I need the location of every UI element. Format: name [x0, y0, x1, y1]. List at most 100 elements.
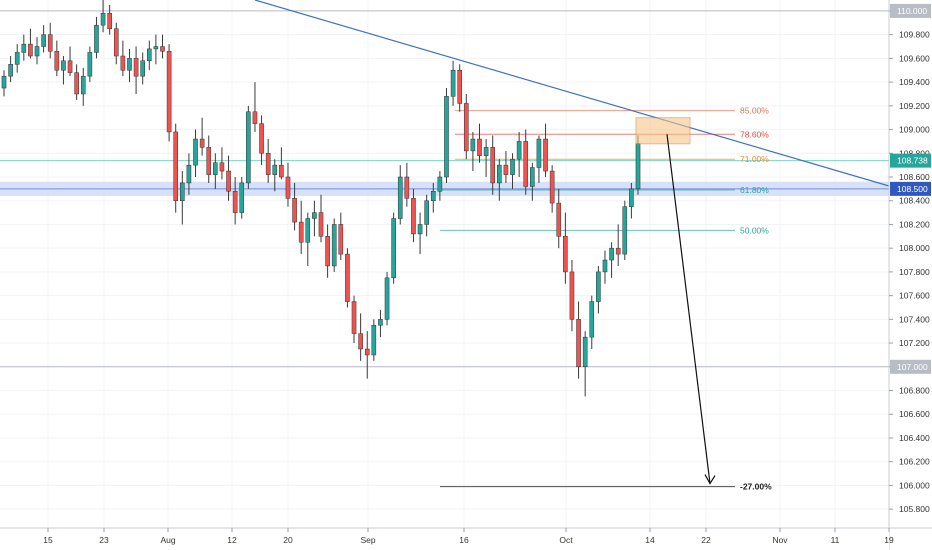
candle-body	[113, 28, 119, 57]
candle-body	[622, 206, 628, 255]
level-badge-1085: 108.500	[897, 184, 928, 194]
candle-body	[364, 348, 370, 356]
trendline	[254, 0, 890, 187]
candle-body	[285, 176, 291, 199]
y-tick-label: 106.400	[899, 433, 930, 443]
candle-body	[371, 325, 377, 356]
fib-label: 71.00%	[740, 154, 769, 164]
level-badge-1085-bg	[890, 181, 931, 196]
x-tick-label: Aug	[160, 535, 175, 545]
fib-label: 50.00%	[740, 225, 769, 235]
fib-label: 78.60%	[740, 129, 769, 139]
y-tick-label: 107.800	[899, 267, 930, 277]
arrow-shaft	[666, 134, 711, 484]
fib-retracement: 85.00% 78.60% 71.00% 61.80% 50.00% -27.00%	[440, 106, 772, 492]
candle-body	[199, 138, 205, 148]
candle-body	[160, 46, 165, 52]
candle-body	[1, 75, 7, 89]
candle-body	[206, 147, 212, 175]
candle-body	[523, 141, 529, 187]
candle-body	[120, 55, 126, 71]
x-tick-label: Nov	[772, 535, 788, 545]
y-tick-label: 106.200	[899, 457, 930, 467]
candle-body	[87, 52, 93, 77]
grid	[0, 0, 890, 528]
candle-body	[391, 218, 396, 279]
level-badge-110: 110.000	[897, 6, 927, 16]
candle-body	[153, 46, 159, 50]
candle-body	[325, 236, 330, 267]
y-tick-label: 108.000	[899, 243, 930, 253]
candle-body	[127, 58, 132, 71]
candle-body	[8, 64, 13, 77]
candle-body	[279, 164, 284, 178]
candle-body	[28, 43, 33, 57]
price-axis[interactable]: 110.000 109.800 109.600 109.400 109.200 109.0…	[888, 0, 932, 550]
candle-body	[384, 277, 390, 320]
y-tick-label: 109.800	[899, 30, 930, 40]
y-tick-label: 107.200	[899, 338, 930, 348]
y-tick-label: 109.000	[899, 125, 930, 135]
level-badge-110-bg	[890, 3, 931, 18]
y-tick-label: 109.600	[899, 53, 930, 63]
candle-body	[397, 176, 403, 219]
candle-body	[318, 212, 324, 237]
x-tick-label: 20	[283, 535, 293, 545]
x-tick-label: 22	[701, 535, 711, 545]
level-badge-107: 107.000	[897, 362, 928, 372]
candle-body	[483, 147, 489, 156]
candle-body	[226, 170, 231, 192]
fib-label: 85.00%	[740, 106, 769, 116]
candle-body	[450, 69, 456, 97]
y-tick-label: 108.200	[899, 219, 930, 229]
target-box	[635, 117, 691, 145]
y-tick-label: 109.400	[899, 77, 930, 87]
candle-body	[74, 72, 79, 95]
candle-body	[563, 236, 568, 273]
candle-body	[133, 58, 139, 77]
candle-body	[510, 158, 515, 175]
candle-body	[54, 51, 60, 71]
y-tick-label: 106.000	[899, 480, 930, 490]
candle-body	[615, 247, 621, 255]
y-tick-label: 106.800	[899, 386, 930, 396]
x-tick-label: 12	[227, 535, 237, 545]
candle-body	[14, 52, 20, 65]
candle-body	[503, 164, 509, 175]
candle-body	[338, 224, 344, 255]
candle-body	[477, 138, 482, 156]
level-badge-107-bg	[890, 359, 931, 374]
x-tick-label: 16	[459, 535, 469, 545]
candle-body	[490, 147, 496, 184]
x-tick-label: 23	[99, 535, 109, 545]
candle-body	[378, 319, 383, 326]
candle-body	[331, 224, 337, 267]
candle-body	[100, 13, 106, 26]
candle-body	[635, 143, 641, 190]
candle-body	[61, 60, 66, 71]
candle-body	[424, 200, 429, 225]
candle-body	[298, 221, 304, 243]
candle-body	[146, 48, 152, 62]
candle-body	[596, 271, 601, 302]
candle-body	[47, 34, 53, 52]
y-tick-label: 105.800	[899, 504, 930, 514]
candle-body	[404, 176, 410, 199]
y-tick-label: 108.800	[899, 148, 930, 158]
candle-body	[219, 162, 225, 172]
candle-body	[305, 218, 311, 243]
candle-body	[576, 319, 581, 368]
candle-body	[437, 176, 443, 192]
target-zone-box	[635, 117, 691, 145]
candle-body	[232, 190, 238, 213]
candle-body	[444, 96, 449, 178]
y-tick-label: 108.600	[899, 172, 930, 182]
candle-body	[67, 60, 73, 73]
candle-body	[213, 162, 218, 175]
candle-body	[457, 69, 462, 104]
time-axis[interactable]: 15 23 Aug 12 20 Sep 16 Oct 14 22 Nov 11 19	[0, 527, 932, 550]
candle-body	[21, 43, 27, 53]
candle-body	[536, 138, 542, 168]
candle-body	[252, 111, 258, 124]
